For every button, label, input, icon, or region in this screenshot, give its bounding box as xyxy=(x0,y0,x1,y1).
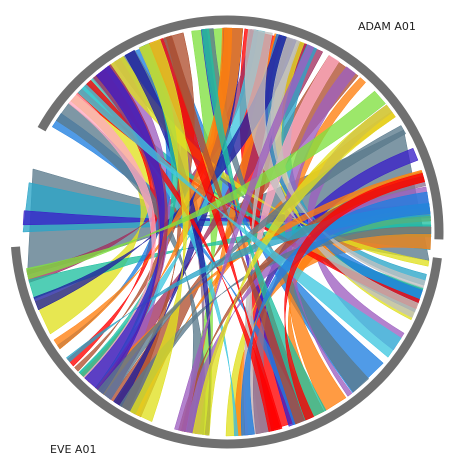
synteny-ribbon-65 xyxy=(174,44,315,433)
genome-ring xyxy=(11,15,444,449)
synteny-ribbon-50 xyxy=(270,36,426,289)
synteny-ribbons xyxy=(22,27,432,437)
synteny-ribbon-64 xyxy=(26,90,386,280)
synteny-ribbon-55 xyxy=(68,92,156,388)
synteny-ribbon-67 xyxy=(77,84,402,358)
genome-a-label: ADAM A01 xyxy=(358,20,416,33)
synteny-ribbon-66 xyxy=(192,104,396,436)
synteny-ribbon-63 xyxy=(97,125,407,400)
genome-b-label: EVE A01 xyxy=(50,443,97,456)
synteny-ribbon-62 xyxy=(201,28,327,421)
synteny-ribbon-69 xyxy=(284,172,426,421)
synteny-ribbon-45 xyxy=(244,28,419,318)
synteny-ribbon-58 xyxy=(163,35,314,425)
synteny-ribbon-56 xyxy=(84,79,281,432)
ring-arc-genome-b xyxy=(11,246,442,449)
ring-arc-genome-a xyxy=(37,15,444,240)
synteny-ribbon-59 xyxy=(129,39,190,422)
